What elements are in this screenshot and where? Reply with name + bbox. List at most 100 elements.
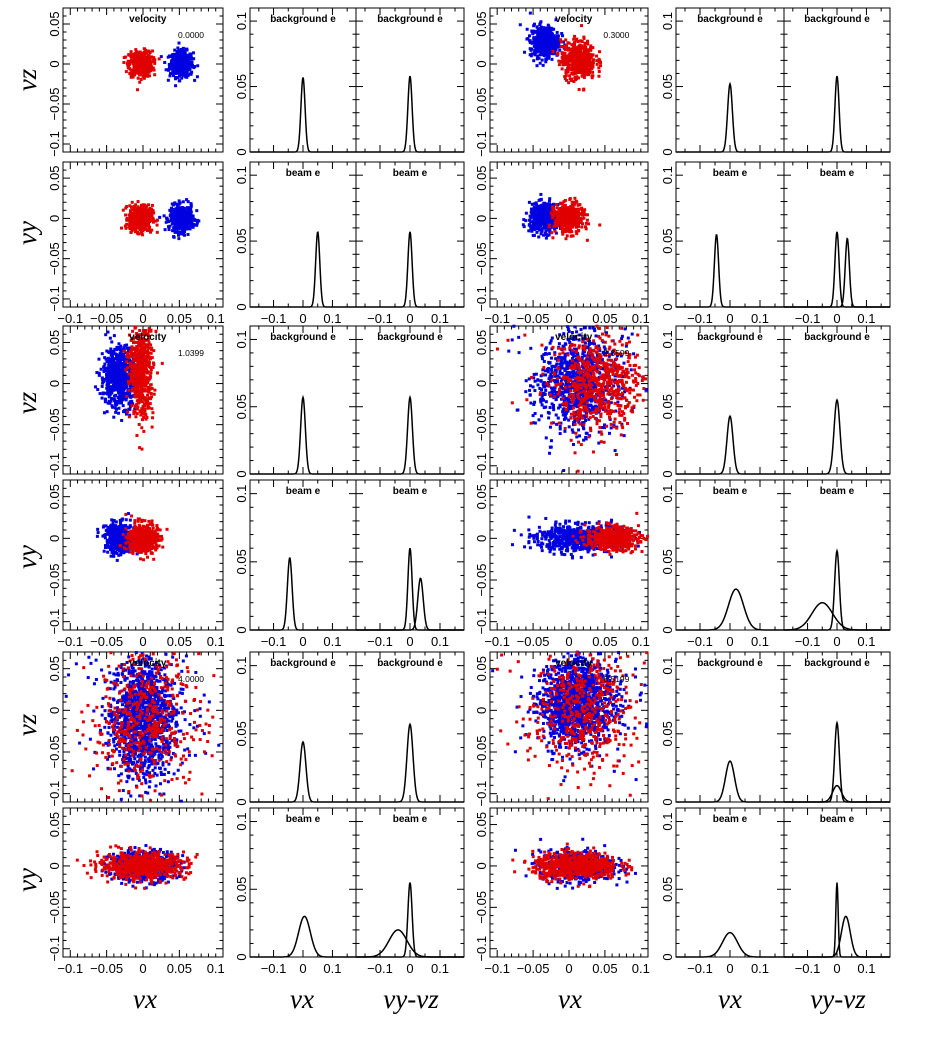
point-background — [144, 212, 148, 216]
distribution-curve — [676, 234, 784, 308]
point-background — [130, 74, 134, 78]
point-background — [132, 65, 136, 69]
point-background — [134, 203, 138, 207]
point-beam — [112, 394, 116, 398]
frame — [675, 161, 785, 308]
point-background — [585, 218, 589, 222]
point-beam — [105, 375, 109, 379]
point-beam — [543, 42, 547, 46]
scatter-panel-1-z: −0.1 −0.05 0 0.05 velocity 0.0000 — [47, 7, 224, 157]
point-beam — [552, 27, 556, 31]
point-beam — [167, 68, 171, 72]
point-beam — [537, 56, 541, 60]
point-background — [131, 55, 135, 59]
point-beam — [546, 23, 550, 27]
point-beam — [174, 222, 178, 226]
point-beam — [170, 214, 174, 218]
point-beam — [108, 370, 112, 374]
point-beam — [168, 72, 172, 76]
point-beam — [170, 64, 174, 68]
point-background — [139, 215, 143, 219]
x-tick-label: −0.05 — [90, 311, 123, 326]
point-beam — [115, 372, 119, 376]
point-beam — [563, 43, 567, 47]
point-beam — [525, 27, 529, 31]
point-beam — [181, 54, 185, 58]
point-beam — [166, 55, 170, 59]
point-beam — [113, 406, 117, 410]
point-beam — [535, 46, 539, 50]
point-background — [553, 209, 557, 213]
point-background — [585, 62, 589, 66]
point-background — [583, 208, 587, 212]
distribution-curve — [784, 75, 890, 153]
point-beam — [538, 198, 542, 202]
point-beam — [178, 201, 182, 205]
point-background — [552, 224, 556, 228]
point-background — [132, 71, 136, 75]
y-tick-label: −0.1 — [47, 131, 62, 157]
point-background — [124, 206, 128, 210]
hist-panel-1-bm-vyvz: −0.1 0 0.1 beam e — [355, 161, 465, 326]
hist-panel-2-bg-vyvz: background e — [783, 7, 891, 153]
point-beam — [175, 57, 179, 61]
point-background — [151, 49, 155, 53]
point-background — [139, 203, 143, 207]
point-background — [568, 59, 572, 63]
point-background — [560, 202, 564, 206]
point-background — [145, 74, 149, 78]
point-background — [590, 76, 594, 80]
point-background — [136, 200, 140, 204]
point-background — [579, 39, 583, 43]
point-beam — [181, 49, 185, 53]
point-background — [585, 71, 589, 75]
point-background — [131, 225, 135, 229]
point-beam — [545, 52, 549, 56]
y-tick-label: −0.1 — [474, 131, 489, 157]
point-background — [147, 228, 151, 232]
y-tick-label: 0 — [234, 303, 249, 310]
point-beam — [539, 32, 543, 36]
point-background — [572, 41, 576, 45]
x-tick-label: −0.1 — [687, 311, 713, 326]
point-background — [121, 208, 125, 212]
point-beam — [108, 336, 112, 340]
point-background — [136, 61, 140, 65]
point-beam — [179, 224, 183, 228]
point-beam — [544, 57, 548, 61]
point-beam — [527, 200, 531, 204]
point-background — [597, 66, 601, 70]
point-beam — [518, 23, 522, 27]
point-beam — [112, 397, 116, 401]
point-beam — [171, 229, 175, 233]
point-background — [155, 223, 159, 227]
time-label: 0.0000 — [178, 30, 204, 40]
point-beam — [186, 200, 190, 204]
point-beam — [176, 54, 180, 58]
point-background — [560, 221, 564, 225]
point-background — [568, 66, 572, 70]
point-background — [151, 218, 155, 222]
point-background — [565, 61, 569, 65]
y-tick-label: −0.05 — [474, 242, 489, 275]
point-background — [145, 63, 149, 67]
point-background — [598, 223, 602, 227]
point-background — [575, 57, 579, 61]
hist-panel-2-bm-vyvz: −0.1 0 0.1 beam e — [783, 161, 891, 326]
point-beam — [122, 382, 126, 386]
point-background — [143, 209, 147, 213]
point-background — [147, 219, 151, 223]
point-background — [136, 223, 140, 227]
point-beam — [532, 29, 536, 33]
point-background — [139, 77, 143, 81]
point-background — [147, 65, 151, 69]
point-background — [576, 218, 580, 222]
point-beam — [183, 57, 187, 61]
y-tick-label: 0.05 — [47, 11, 62, 36]
point-beam — [175, 68, 179, 72]
point-beam — [121, 364, 125, 368]
point-beam — [174, 76, 178, 80]
point-background — [572, 214, 576, 218]
point-background — [567, 81, 571, 85]
